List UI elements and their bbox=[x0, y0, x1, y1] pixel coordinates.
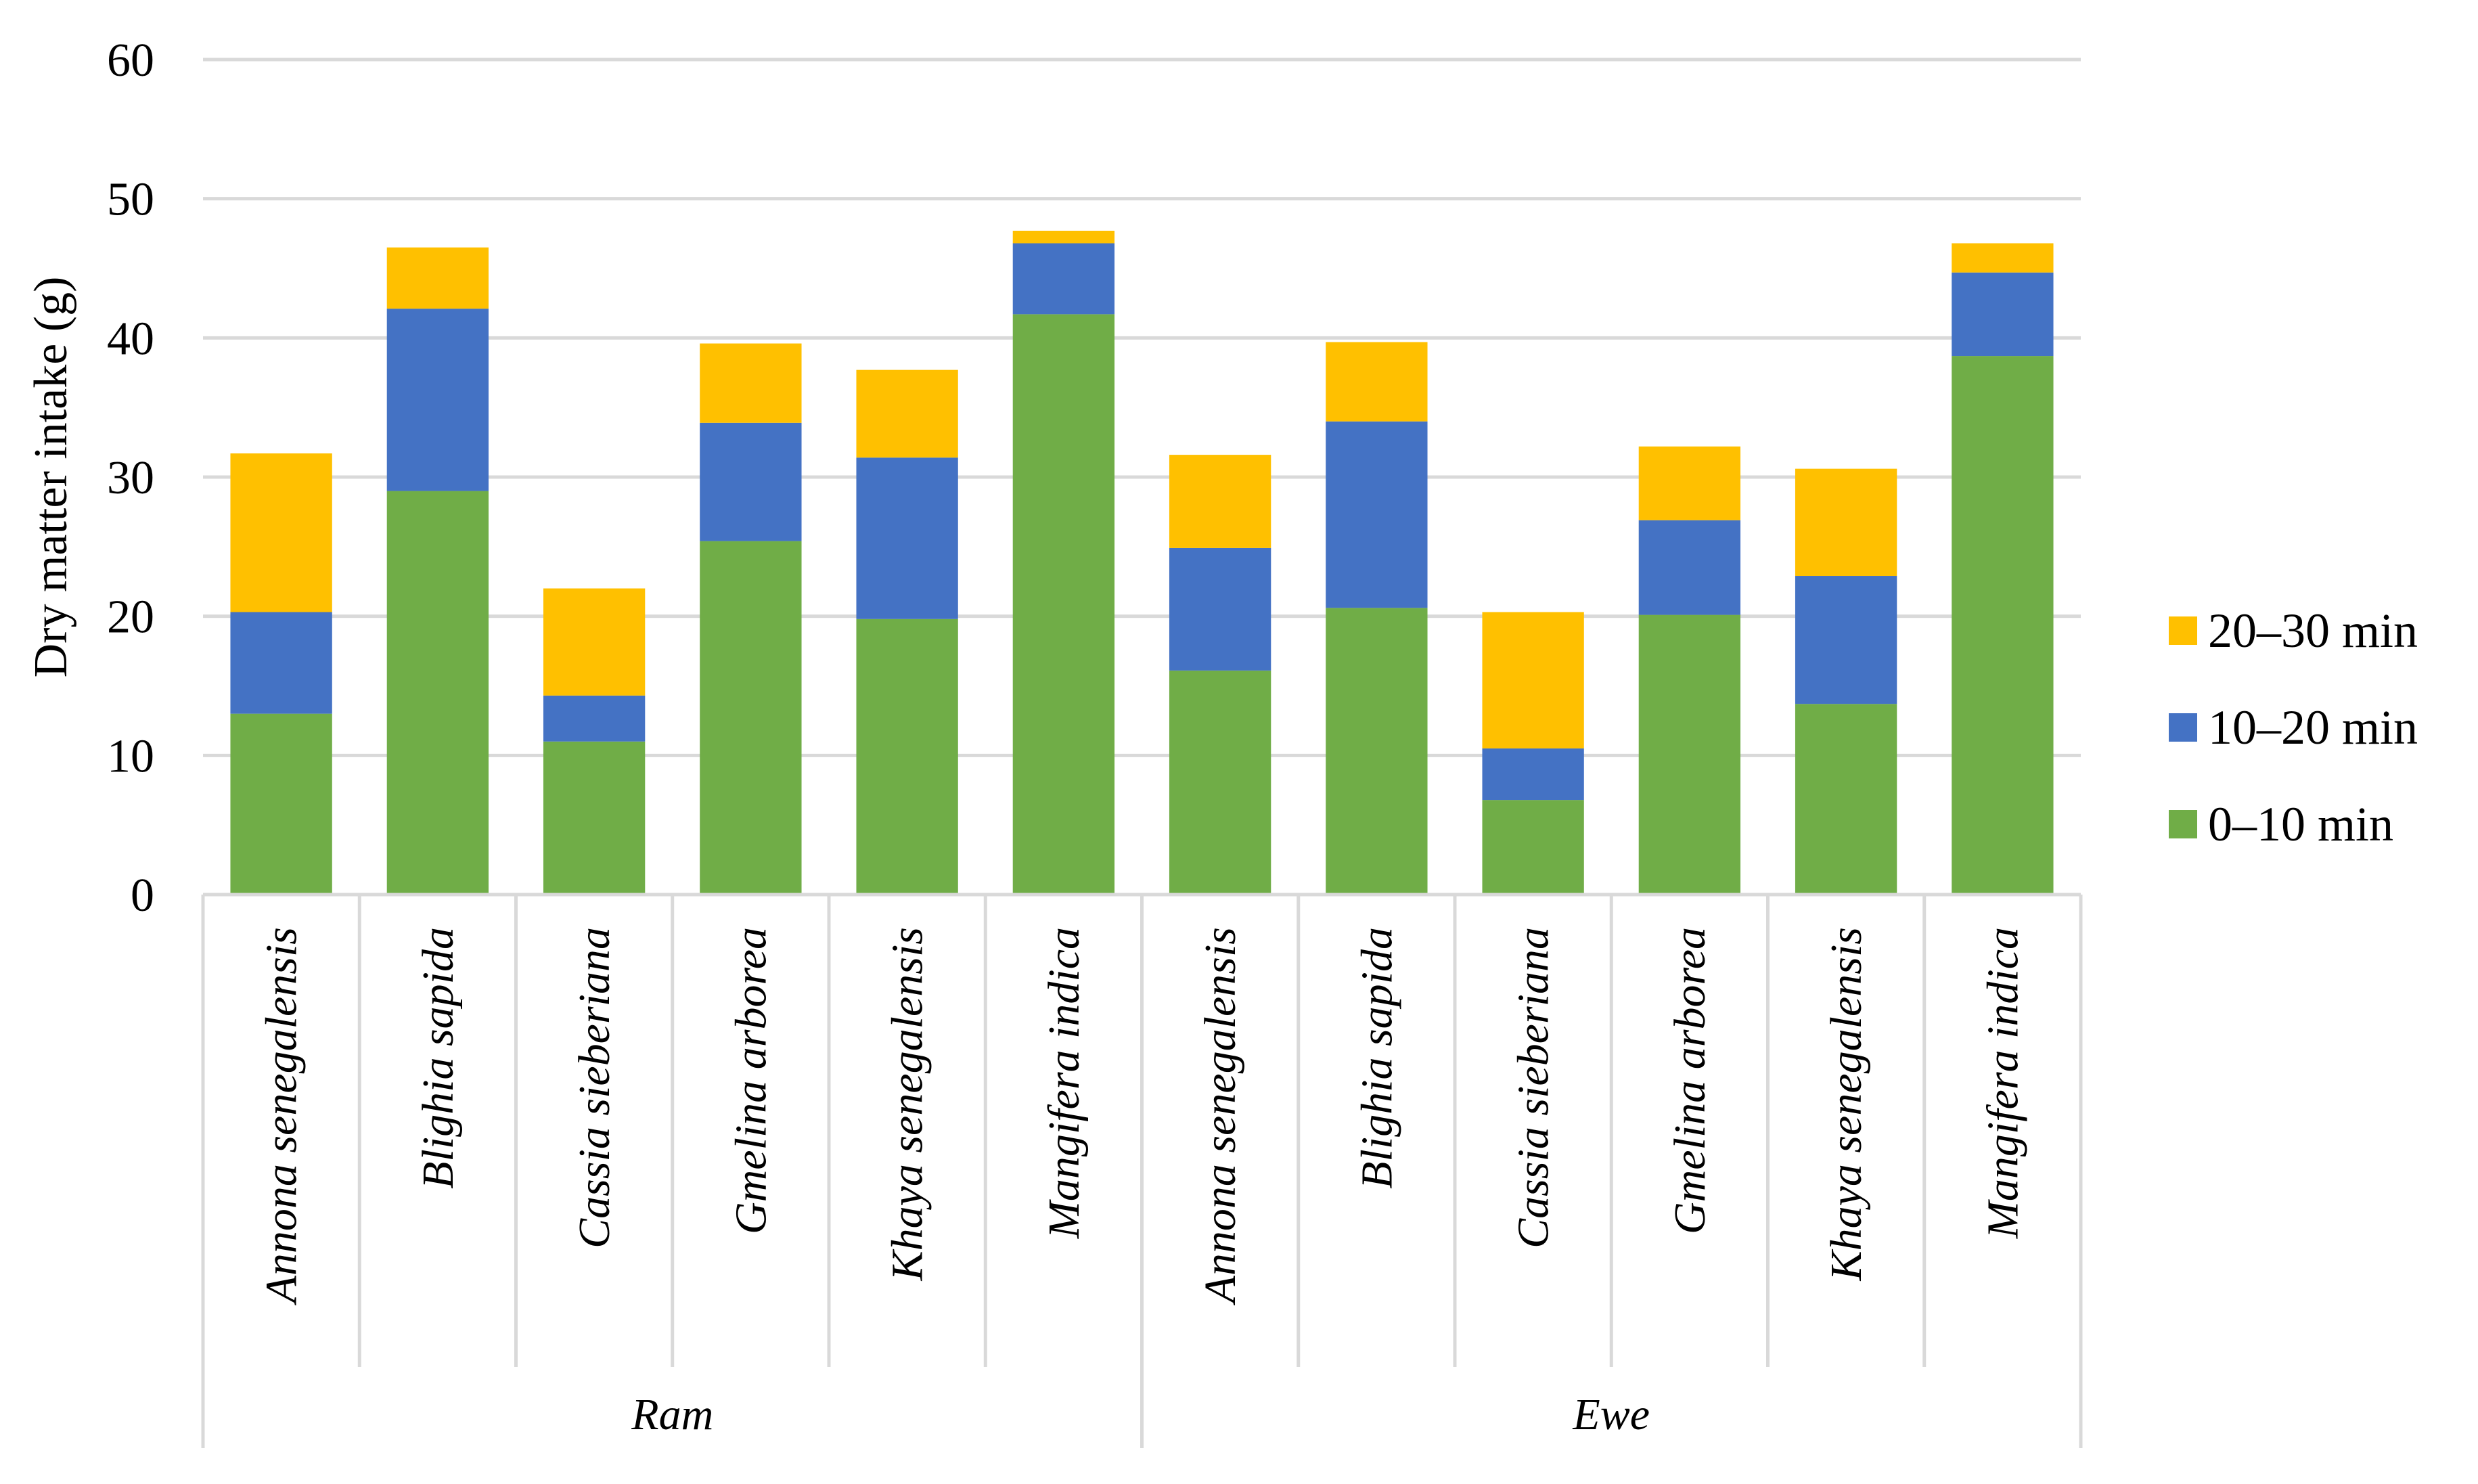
legend-label: 10–20 min bbox=[2208, 700, 2418, 755]
x-category-label: Khaya senegalensis bbox=[883, 927, 932, 1281]
bar-segment bbox=[856, 619, 958, 895]
bar-segment bbox=[700, 541, 802, 895]
bar-segment bbox=[1482, 800, 1584, 895]
x-category-label: Khaya senegalensis bbox=[1822, 927, 1871, 1281]
x-group-label: Ram bbox=[631, 1390, 713, 1439]
bar-segment bbox=[543, 741, 646, 895]
bar-segment bbox=[1012, 230, 1115, 244]
x-category-label: Mangifera indica bbox=[1978, 927, 2027, 1239]
x-category-label: Gmelina arborea bbox=[726, 927, 775, 1234]
legend-swatch bbox=[2169, 713, 2197, 742]
legend: 20–30 min 10–20 min 0–10 min bbox=[2169, 604, 2418, 851]
x-category-labels: Annona senegalensis Blighia sapida Cassia … bbox=[257, 927, 2028, 1305]
x-category-label: Gmelina arborea bbox=[1665, 927, 1715, 1234]
bar-segment bbox=[856, 457, 958, 619]
x-group-labels: Ram Ewe bbox=[631, 1390, 1650, 1439]
bar-segment bbox=[1638, 520, 1741, 615]
bar-segment bbox=[1638, 614, 1741, 895]
bar-segment bbox=[1482, 612, 1584, 749]
bar-segment bbox=[1012, 243, 1115, 315]
bar-segment bbox=[1795, 704, 1897, 895]
x-category-label: Blighia sapida bbox=[1352, 927, 1401, 1189]
bar-segment bbox=[386, 247, 489, 309]
bar-segment bbox=[700, 343, 802, 423]
bar-segment bbox=[230, 453, 332, 612]
bar-segment bbox=[1795, 576, 1897, 704]
legend-label: 20–30 min bbox=[2208, 604, 2418, 658]
y-tick-label: 10 bbox=[107, 730, 154, 782]
bar-segment bbox=[1482, 748, 1584, 801]
bar-segment bbox=[1169, 455, 1271, 548]
bar-segment bbox=[230, 612, 332, 714]
x-category-label: Mangifera indica bbox=[1039, 927, 1089, 1239]
y-tick-label: 40 bbox=[107, 313, 154, 365]
bar-segment bbox=[543, 695, 646, 742]
bar-segment bbox=[1012, 314, 1115, 895]
x-group-label: Ewe bbox=[1572, 1390, 1650, 1439]
bar-segment bbox=[1952, 272, 2054, 357]
bar-segment bbox=[230, 713, 332, 895]
y-tick-label: 0 bbox=[131, 870, 154, 922]
y-tick-label: 60 bbox=[107, 35, 154, 87]
x-axis bbox=[201, 893, 2083, 1448]
bar-segment bbox=[1326, 421, 1428, 608]
x-category-label: Annona senegalensis bbox=[1196, 927, 1245, 1305]
bar-segment bbox=[856, 369, 958, 458]
y-axis-title: Dry matter intake (g) bbox=[25, 277, 77, 678]
bar-segment bbox=[1952, 356, 2054, 895]
bar-segment bbox=[1169, 547, 1271, 671]
y-tick-label: 50 bbox=[107, 174, 154, 226]
y-tick-label: 30 bbox=[107, 452, 154, 504]
bar-segment bbox=[1326, 608, 1428, 895]
x-category-label: Annona senegalensis bbox=[257, 927, 307, 1305]
bar-segment bbox=[1638, 446, 1741, 520]
y-tick-label: 20 bbox=[107, 591, 154, 644]
legend-swatch bbox=[2169, 810, 2197, 838]
y-axis-ticks: 0 10 20 30 40 50 60 bbox=[107, 35, 154, 922]
x-category-label: Blighia sapida bbox=[413, 927, 463, 1189]
bar-segment bbox=[1952, 243, 2054, 273]
x-category-label: Cassia sieberiana bbox=[570, 927, 619, 1249]
legend-label: 0–10 min bbox=[2208, 797, 2393, 851]
legend-swatch bbox=[2169, 616, 2197, 645]
bars bbox=[230, 230, 2054, 895]
bar-segment bbox=[386, 491, 489, 895]
bar-segment bbox=[1795, 468, 1897, 577]
x-category-label: Cassia sieberiana bbox=[1509, 927, 1558, 1249]
bar-segment bbox=[700, 422, 802, 541]
bar-segment bbox=[1326, 342, 1428, 422]
bar-segment bbox=[386, 309, 489, 491]
bar-segment bbox=[1169, 670, 1271, 895]
gridlines bbox=[203, 58, 2081, 757]
bar-segment bbox=[543, 588, 646, 696]
